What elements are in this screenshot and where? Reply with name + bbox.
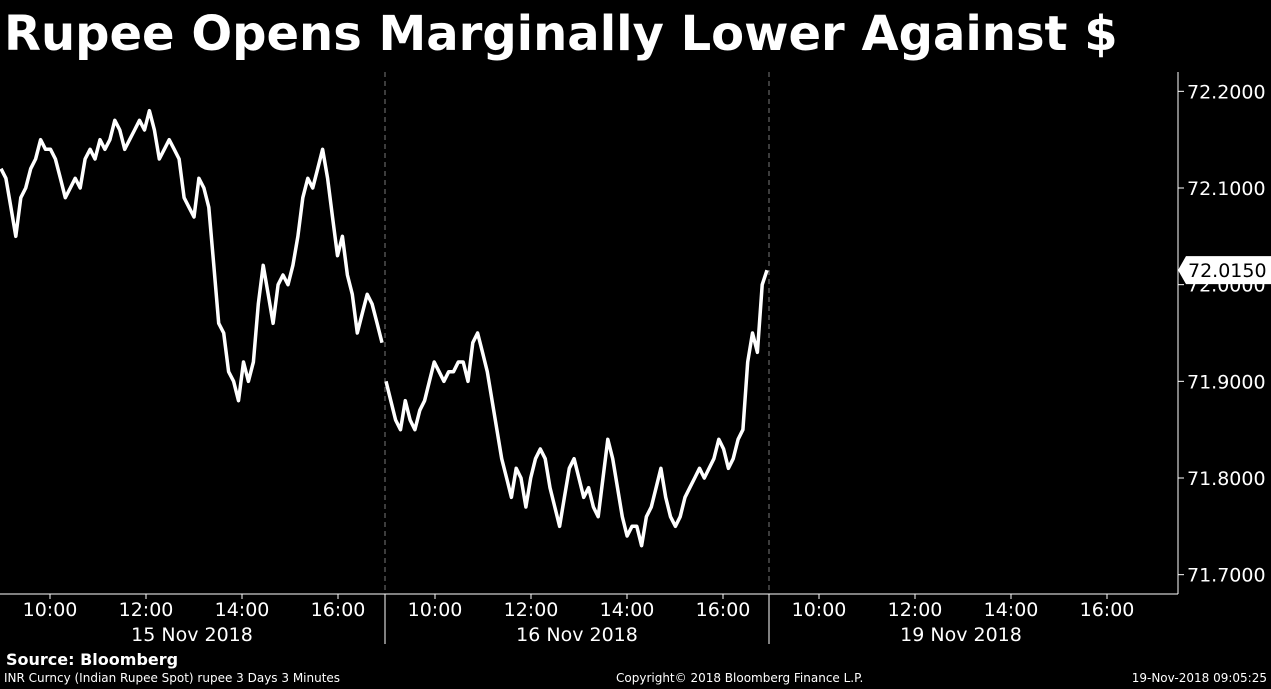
x-hour-label: 16:00 — [696, 599, 751, 621]
y-tick-label: 72.2000 — [1187, 81, 1266, 103]
price-line-day-2 — [384, 269, 769, 548]
x-hour-label: 14:00 — [215, 599, 270, 621]
chart-title: Rupee Opens Marginally Lower Against $ — [4, 6, 1118, 62]
x-hour-label: 16:00 — [311, 599, 366, 621]
y-tick-label: 71.7000 — [1187, 565, 1266, 587]
x-day-label: 19 Nov 2018 — [900, 624, 1022, 646]
last-value-box — [1178, 256, 1271, 285]
x-hour-label: 12:00 — [888, 599, 943, 621]
day-separators — [384, 72, 770, 644]
source-label: Source: Bloomberg — [6, 650, 179, 669]
x-hour-label: 14:00 — [600, 599, 655, 621]
x-hour-label: 12:00 — [119, 599, 174, 621]
plot-lines — [0, 108, 769, 548]
last-value-label: 72.0150 — [1188, 260, 1267, 282]
x-hour-label: 10:00 — [792, 599, 847, 621]
y-axis: 72.200072.100072.000071.900071.800071.70… — [1178, 81, 1266, 587]
x-day-label: 16 Nov 2018 — [516, 624, 638, 646]
y-tick-label: 71.8000 — [1187, 468, 1266, 490]
price-line-day-1 — [0, 108, 384, 403]
x-hour-label: 14:00 — [984, 599, 1039, 621]
x-hour-label: 10:00 — [408, 599, 463, 621]
y-tick-label: 72.1000 — [1187, 178, 1266, 200]
footer-timestamp: 19-Nov-2018 09:05:25 — [1131, 671, 1267, 685]
y-tick-label: 71.9000 — [1187, 371, 1266, 393]
footer-copyright: Copyright© 2018 Bloomberg Finance L.P. — [616, 671, 864, 685]
x-hour-label: 12:00 — [504, 599, 559, 621]
last-value-marker: 72.0150 — [1178, 256, 1271, 285]
footer-ticker: INR Curncy (Indian Rupee Spot) rupee 3 D… — [4, 671, 341, 685]
x-hour-label: 10:00 — [23, 599, 78, 621]
x-axis: 10:00 12:00 14:00 16:00 15 Nov 2018 10:00 12:0… — [23, 594, 1135, 646]
x-day-label: 15 Nov 2018 — [131, 624, 253, 646]
x-hour-label: 16:00 — [1080, 599, 1135, 621]
